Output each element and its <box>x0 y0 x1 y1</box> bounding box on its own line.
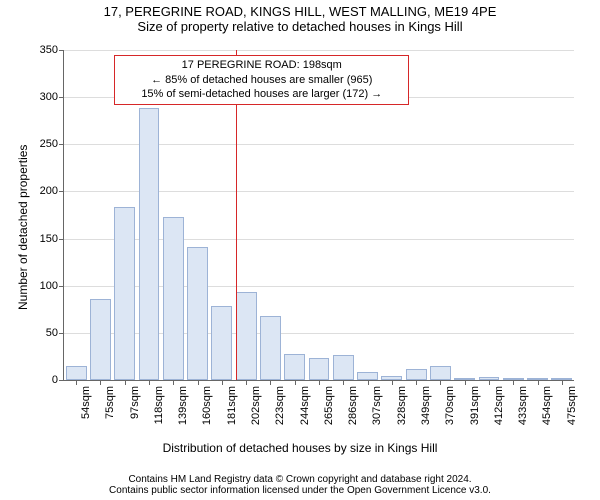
histogram-bar <box>163 217 184 380</box>
x-tick <box>173 380 174 385</box>
x-tick <box>149 380 150 385</box>
y-tick-label: 200 <box>40 185 64 197</box>
x-tick <box>270 380 271 385</box>
x-tick <box>416 380 417 385</box>
footer-line2: Contains public sector information licen… <box>0 485 600 496</box>
histogram-bar <box>406 369 427 380</box>
x-tick <box>100 380 101 385</box>
x-tick-label: 97sqm <box>129 386 141 419</box>
annotation-line: 17 PEREGRINE ROAD: 198sqm <box>119 58 404 73</box>
x-tick-label: 223sqm <box>274 386 286 425</box>
y-axis-label: Number of detached properties <box>16 145 30 310</box>
x-tick-label: 265sqm <box>323 386 335 425</box>
x-tick <box>489 380 490 385</box>
annotation-line: 15% of semi-detached houses are larger (… <box>119 87 404 102</box>
x-tick-label: 181sqm <box>226 386 238 425</box>
chart-title-line1: 17, PEREGRINE ROAD, KINGS HILL, WEST MAL… <box>0 4 600 19</box>
histogram-bar <box>211 306 232 380</box>
histogram-bar <box>66 366 87 380</box>
histogram-bar <box>284 354 305 380</box>
histogram-bar <box>333 355 354 380</box>
y-tick-label: 250 <box>40 138 64 150</box>
histogram-bar <box>309 358 330 380</box>
x-tick-label: 54sqm <box>80 386 92 419</box>
y-tick-label: 0 <box>52 374 64 386</box>
x-axis-label: Distribution of detached houses by size … <box>0 441 600 455</box>
x-tick <box>319 380 320 385</box>
x-tick <box>392 380 393 385</box>
x-tick <box>246 380 247 385</box>
x-tick-label: 160sqm <box>201 386 213 425</box>
x-tick-label: 328sqm <box>396 386 408 425</box>
histogram-bar <box>187 247 208 380</box>
histogram-bar <box>139 108 160 380</box>
x-tick <box>440 380 441 385</box>
x-tick <box>198 380 199 385</box>
y-tick-label: 50 <box>46 327 64 339</box>
x-tick-label: 412sqm <box>493 386 505 425</box>
x-tick-label: 454sqm <box>541 386 553 425</box>
x-tick-label: 139sqm <box>177 386 189 425</box>
y-tick-label: 100 <box>40 280 64 292</box>
x-tick-label: 307sqm <box>371 386 383 425</box>
x-tick-label: 370sqm <box>444 386 456 425</box>
x-tick <box>562 380 563 385</box>
x-tick-label: 118sqm <box>153 386 165 424</box>
y-tick-label: 150 <box>40 233 64 245</box>
x-tick <box>513 380 514 385</box>
x-tick <box>343 380 344 385</box>
x-tick <box>76 380 77 385</box>
x-tick <box>222 380 223 385</box>
x-tick <box>465 380 466 385</box>
x-tick-label: 391sqm <box>469 386 481 425</box>
gridline <box>64 50 574 51</box>
histogram-plot: 05010015020025030035017 PEREGRINE ROAD: … <box>63 50 574 381</box>
x-tick <box>368 380 369 385</box>
annotation-line: ← 85% of detached houses are smaller (96… <box>119 73 404 88</box>
x-tick <box>125 380 126 385</box>
histogram-bar <box>357 372 378 380</box>
x-tick-label: 286sqm <box>347 386 359 425</box>
x-tick-label: 244sqm <box>299 386 311 425</box>
histogram-bar <box>114 207 135 380</box>
y-tick-label: 300 <box>40 91 64 103</box>
x-tick-label: 75sqm <box>104 386 116 419</box>
x-tick-label: 433sqm <box>517 386 529 425</box>
histogram-bar <box>260 316 281 380</box>
histogram-bar <box>430 366 451 380</box>
x-tick <box>538 380 539 385</box>
x-tick-label: 349sqm <box>420 386 432 425</box>
chart-title-line2: Size of property relative to detached ho… <box>0 19 600 34</box>
footer-line1: Contains HM Land Registry data © Crown c… <box>0 474 600 485</box>
y-tick-label: 350 <box>40 44 64 56</box>
x-tick <box>295 380 296 385</box>
annotation-box: 17 PEREGRINE ROAD: 198sqm← 85% of detach… <box>114 55 409 106</box>
histogram-bar <box>90 299 111 380</box>
x-tick-label: 202sqm <box>250 386 262 425</box>
histogram-bar <box>236 292 257 380</box>
x-tick-label: 475sqm <box>566 386 578 425</box>
